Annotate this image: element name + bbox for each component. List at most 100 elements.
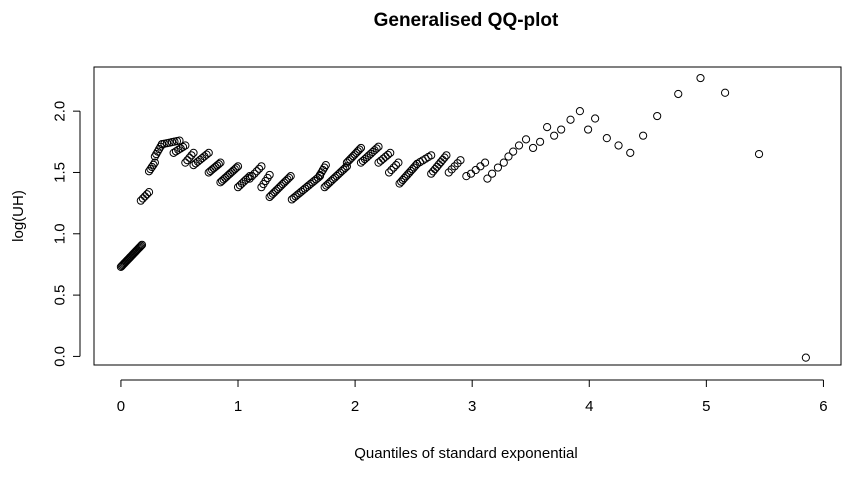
data-point xyxy=(137,240,147,249)
data-point xyxy=(149,160,158,169)
data-point xyxy=(144,167,154,176)
data-point xyxy=(476,162,485,171)
data-point xyxy=(427,169,436,178)
y-axis-label: log(UH) xyxy=(10,190,27,242)
data-point xyxy=(189,148,198,157)
data-point xyxy=(514,141,524,150)
data-point xyxy=(483,174,492,183)
data-point xyxy=(150,158,159,167)
x-tick-label: 4 xyxy=(585,398,593,415)
data-point xyxy=(493,163,503,172)
data-point xyxy=(138,194,147,203)
y-tick-label: 0.0 xyxy=(52,346,69,367)
data-point xyxy=(286,172,295,181)
x-tick-label: 5 xyxy=(702,398,710,415)
data-point xyxy=(135,243,144,252)
data-point xyxy=(591,114,600,123)
data-point xyxy=(386,148,395,157)
data-point xyxy=(342,162,351,171)
data-point xyxy=(136,241,146,250)
data-point xyxy=(383,150,392,159)
data-point xyxy=(614,141,623,150)
data-point xyxy=(387,165,396,175)
data-point xyxy=(653,111,662,121)
data-point xyxy=(434,160,443,169)
data-point xyxy=(317,168,326,177)
data-point xyxy=(214,159,223,169)
data-point xyxy=(456,156,465,165)
data-point xyxy=(480,158,490,167)
data-point xyxy=(265,170,274,180)
y-tick-label: 1.0 xyxy=(52,223,69,244)
x-axis: 0 1 2 3 4 5 6 xyxy=(117,379,828,415)
data-point xyxy=(250,169,259,178)
data-point xyxy=(436,158,445,167)
data-point xyxy=(432,162,442,171)
data-point xyxy=(557,125,566,134)
y-axis: 0.0 0.5 1.0 1.5 2.0 xyxy=(52,101,81,367)
data-point xyxy=(391,161,401,170)
x-tick-label: 0 xyxy=(117,398,125,415)
data-point xyxy=(639,131,648,140)
data-point xyxy=(247,172,257,181)
data-point xyxy=(374,142,383,151)
data-point xyxy=(389,163,398,172)
data-point xyxy=(504,152,513,161)
data-point xyxy=(245,172,254,181)
data-point xyxy=(528,143,538,153)
data-point xyxy=(674,89,683,99)
data-point xyxy=(144,187,154,197)
data-point xyxy=(471,165,480,175)
data-point xyxy=(379,154,388,163)
data-point xyxy=(341,163,350,173)
data-point xyxy=(720,88,730,97)
y-tick-label: 0.5 xyxy=(52,285,69,306)
data-point xyxy=(175,136,184,145)
data-point xyxy=(187,151,196,160)
data-point xyxy=(453,159,462,168)
data-point xyxy=(185,153,194,162)
data-point xyxy=(178,142,188,152)
data-point xyxy=(543,122,552,132)
data-point xyxy=(204,148,213,157)
data-point xyxy=(355,145,364,154)
data-point xyxy=(147,162,157,172)
data-point xyxy=(136,242,145,251)
x-tick-label: 1 xyxy=(234,398,242,415)
data-point xyxy=(142,190,152,199)
data-point xyxy=(232,163,241,172)
data-point xyxy=(356,143,366,153)
data-point xyxy=(626,148,635,157)
data-point xyxy=(136,196,145,205)
data-point xyxy=(696,73,705,83)
x-axis-label: Quantiles of standard exponential xyxy=(354,445,577,462)
data-point xyxy=(550,131,559,140)
data-point xyxy=(284,173,294,182)
data-point xyxy=(169,148,178,157)
data-point xyxy=(444,168,453,177)
data-point xyxy=(450,162,459,171)
data-point xyxy=(233,162,243,171)
data-point xyxy=(394,158,403,167)
data-point xyxy=(381,152,390,161)
data-point xyxy=(374,158,383,167)
data-point xyxy=(602,134,611,143)
data-point xyxy=(183,156,192,165)
x-tick-label: 2 xyxy=(351,398,359,415)
data-point xyxy=(440,153,449,162)
data-point xyxy=(140,192,150,201)
data-points xyxy=(116,73,810,362)
y-tick-label: 2.0 xyxy=(52,101,69,122)
plot-frame xyxy=(93,66,842,366)
y-tick-label: 1.5 xyxy=(52,162,69,183)
data-point xyxy=(575,107,585,116)
data-point xyxy=(438,155,447,164)
data-point xyxy=(754,149,764,159)
chart-title: Generalised QQ-plot xyxy=(374,10,559,31)
data-point xyxy=(447,165,456,174)
data-point xyxy=(181,158,190,167)
data-point xyxy=(442,151,451,160)
data-point xyxy=(216,158,225,167)
data-point xyxy=(427,151,436,160)
